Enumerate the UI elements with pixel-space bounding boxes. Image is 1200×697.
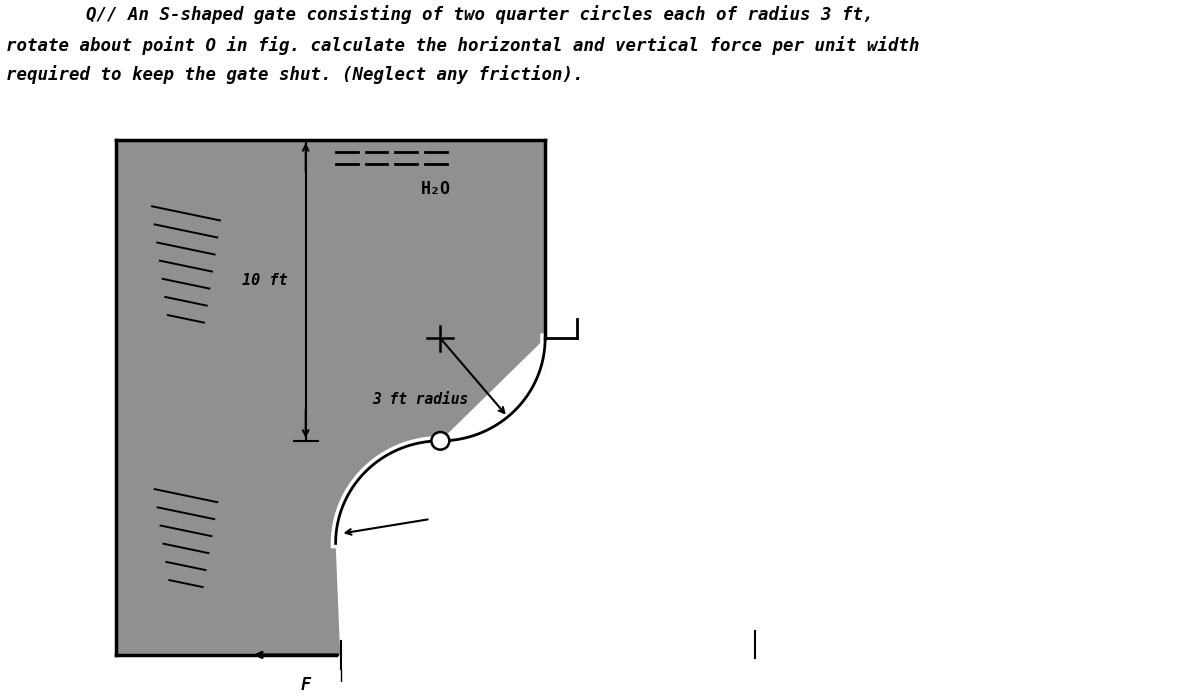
Polygon shape [440,338,595,446]
Text: required to keep the gate shut. (Neglect any friction).: required to keep the gate shut. (Neglect… [6,65,584,84]
Text: 3 ft radius: 3 ft radius [372,392,468,407]
Text: rotate about point O in fig. calculate the horizontal and vertical force per uni: rotate about point O in fig. calculate t… [6,36,920,54]
Text: 10 ft: 10 ft [242,273,288,288]
Text: Q// An S-shaped gate consisting of two quarter circles each of radius 3 ft,: Q// An S-shaped gate consisting of two q… [86,6,874,24]
Text: F: F [301,676,311,694]
Circle shape [431,432,449,450]
Text: H₂O: H₂O [420,180,450,198]
Polygon shape [336,338,595,665]
Polygon shape [116,140,545,655]
